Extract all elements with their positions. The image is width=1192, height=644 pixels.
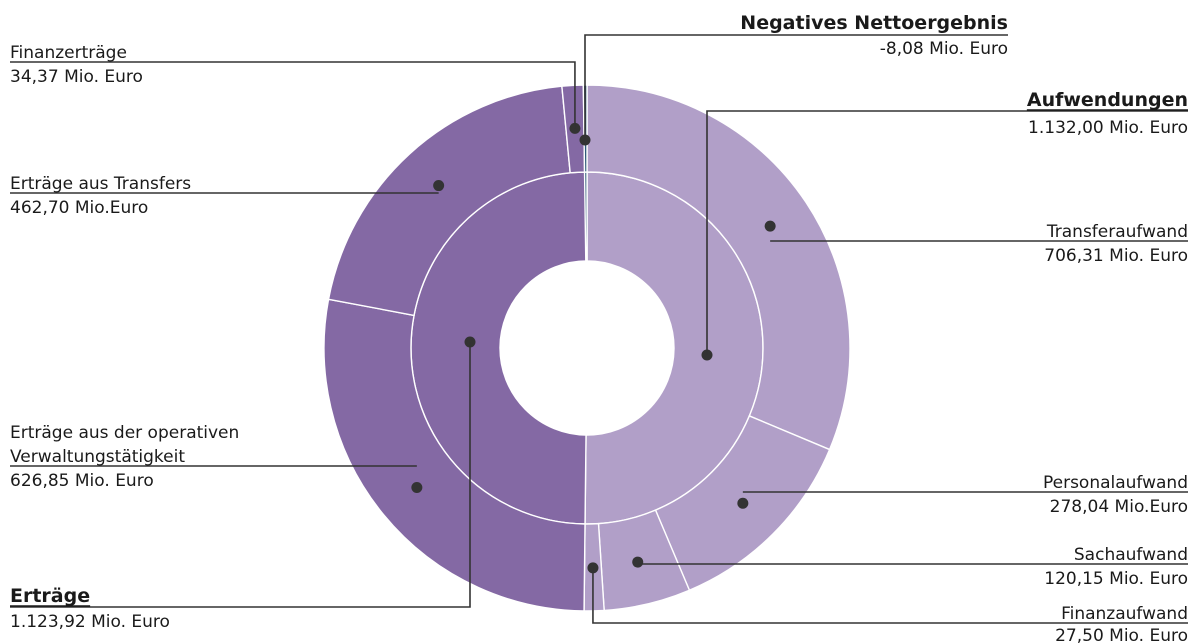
value-nettoergebnis: -8,08 Mio. Euro <box>880 39 1008 59</box>
dot-transferaufwand <box>764 220 776 232</box>
leader-nettoergebnis <box>584 34 1008 140</box>
label-personalaufwand: Personalaufwand <box>1043 473 1188 493</box>
dot-ertraege-transfers <box>433 180 445 192</box>
value-finanzaufwand: 27,50 Mio. Euro <box>1055 626 1188 644</box>
leader-finanzertraege <box>10 61 576 129</box>
value-sachaufwand: 120,15 Mio. Euro <box>1044 569 1188 589</box>
label-sachaufwand: Sachaufwand <box>1074 545 1188 565</box>
label-nettoergebnis: Negatives Nettoergebnis <box>740 12 1008 34</box>
label-finanzertraege: Finanzerträge <box>10 43 127 63</box>
value-aufwendungen: 1.132,00 Mio. Euro <box>1028 118 1188 138</box>
label-ertraege: Erträge <box>10 585 90 607</box>
inner-slice-negatives-nettoergebnis <box>583 171 588 262</box>
outer-slice-ertraege-aus-der-operativen-verwaltungstaetigkeit <box>323 298 586 612</box>
value-ertraege-operativ: 626,85 Mio. Euro <box>10 471 154 491</box>
label-ertraege-transfers: Erträge aus Transfers <box>10 174 191 194</box>
value-ertraege-transfers: 462,70 Mio.Euro <box>10 198 148 218</box>
leader-finanzaufwand <box>592 567 1188 624</box>
dot-sachaufwand <box>632 556 644 568</box>
leader-ertraege <box>10 342 471 608</box>
value-ertraege: 1.123,92 Mio. Euro <box>10 612 170 632</box>
label-aufwendungen: Aufwendungen <box>1027 89 1188 111</box>
dot-ertraege-operativ <box>411 481 423 493</box>
value-transferaufwand: 706,31 Mio. Euro <box>1044 246 1188 266</box>
leader-aufwendungen <box>706 110 1188 355</box>
outer-slice-transferaufwand <box>586 84 851 451</box>
label-ertraege-operativ-line1: Erträge aus der operativen <box>10 423 239 443</box>
dot-personalaufwand <box>737 497 749 509</box>
outer-slice-ertraege-aus-transfers <box>327 85 571 317</box>
label-ertraege-operativ-line2: Verwaltungstätigkeit <box>10 447 185 467</box>
value-personalaufwand: 278,04 Mio.Euro <box>1050 497 1188 517</box>
label-transferaufwand: Transferaufwand <box>1046 222 1188 242</box>
label-finanzaufwand: Finanzaufwand <box>1061 604 1188 624</box>
value-finanzertraege: 34,37 Mio. Euro <box>10 67 143 87</box>
